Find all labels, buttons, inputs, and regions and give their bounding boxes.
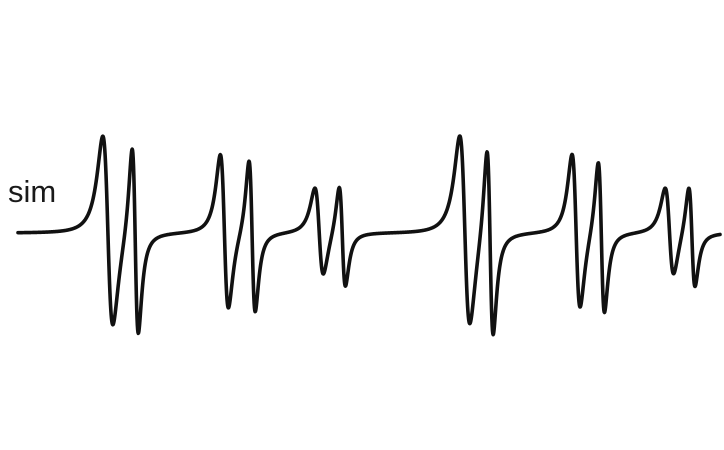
trace-label: sim — [8, 174, 57, 209]
simulated-spectrum-line — [16, 134, 722, 337]
